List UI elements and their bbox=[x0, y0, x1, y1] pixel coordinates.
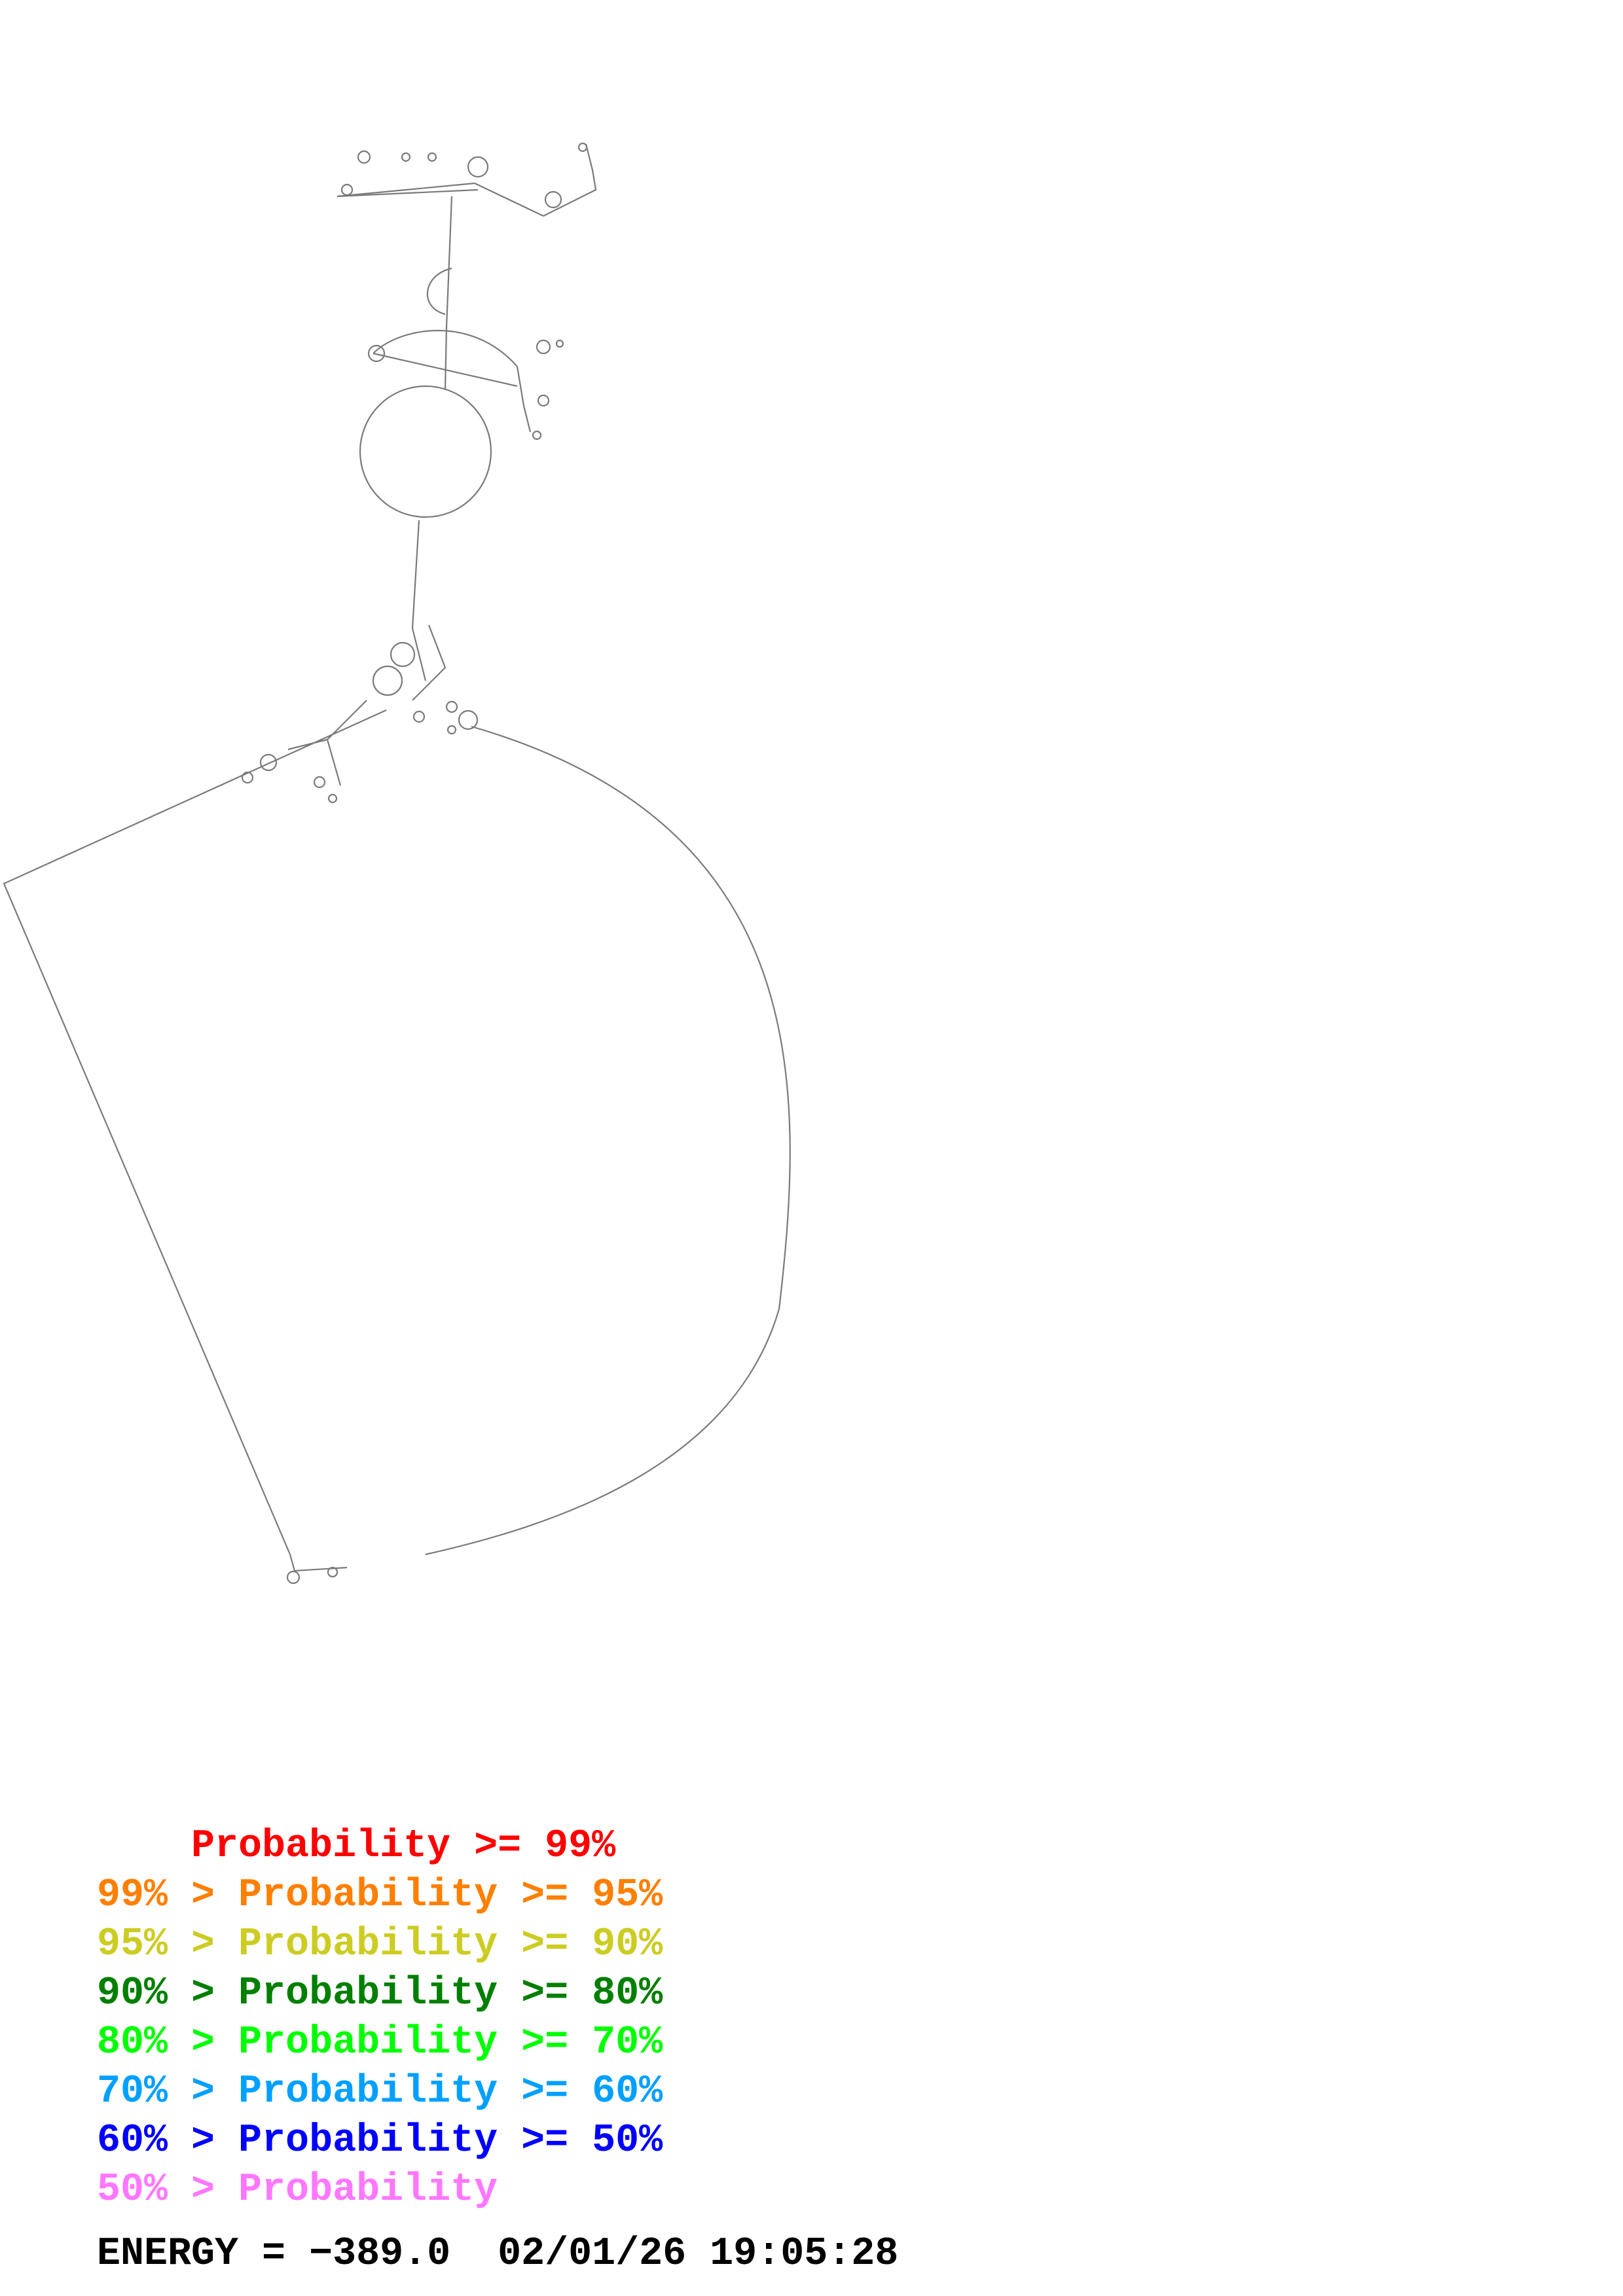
legend-label: Probability >= 80% bbox=[238, 1971, 663, 2016]
top-loop-mid-a bbox=[401, 152, 411, 162]
legend-label: Probability >= 60% bbox=[238, 2070, 663, 2114]
right-branch-loop-c bbox=[532, 430, 542, 440]
legend-prefix: 90% > bbox=[97, 1971, 239, 2016]
top-bar-left-lower bbox=[337, 188, 479, 198]
right-branch-loop-d bbox=[555, 339, 564, 348]
lower-right-loop-c bbox=[412, 710, 426, 723]
energy-value: −389.0 bbox=[309, 2232, 451, 2276]
lower-right-loop-b bbox=[445, 700, 458, 713]
top-bar-right bbox=[474, 183, 544, 217]
legend-row: Probability >= 99% bbox=[97, 1822, 663, 1871]
legend-label: Probability >= 70% bbox=[238, 2020, 663, 2065]
energy-label: ENERGY = bbox=[97, 2232, 310, 2276]
top-bar-left bbox=[337, 182, 475, 198]
lower-junction-line-3 bbox=[326, 739, 342, 786]
top-arm-right bbox=[543, 143, 597, 217]
tail-loop bbox=[286, 1570, 301, 1585]
lower-left-loop-b bbox=[241, 771, 254, 784]
central-helix-top bbox=[444, 196, 453, 390]
legend-row: 95% > Probability >= 90% bbox=[97, 1920, 663, 1969]
lower-left-loop-a bbox=[259, 753, 278, 772]
lower-loop-a bbox=[390, 641, 416, 668]
mid-bubble bbox=[426, 267, 452, 315]
legend-row: 70% > Probability >= 60% bbox=[97, 2068, 663, 2117]
top-loop-right-a bbox=[577, 142, 588, 152]
legend-prefix: 95% > bbox=[97, 1922, 239, 1967]
right-branch bbox=[516, 366, 532, 433]
top-loop-mid-b bbox=[427, 152, 437, 162]
backbone-left-line bbox=[3, 709, 387, 1555]
top-loop-left-b bbox=[340, 183, 354, 196]
energy-timestamp: 02/01/26 19:05:28 bbox=[498, 2232, 899, 2276]
legend-label: Probability >= 95% bbox=[238, 1873, 663, 1918]
tail-stem bbox=[289, 1554, 348, 1572]
backbone-right-arc bbox=[425, 725, 791, 1556]
lower-junction-line bbox=[412, 624, 447, 701]
probability-legend: Probability >= 99% 99% > Probability >= 9… bbox=[97, 1822, 663, 2215]
upper-arc bbox=[373, 330, 518, 367]
energy-readout: ENERGY = −389.0 02/01/26 19:05:28 bbox=[97, 2232, 898, 2276]
energy-spacer bbox=[450, 2232, 498, 2276]
legend-row: 50% > Probability bbox=[97, 2166, 663, 2215]
legend-prefix: 70% > bbox=[97, 2070, 239, 2114]
right-branch-loop-a bbox=[536, 339, 551, 355]
legend-prefix: 80% > bbox=[97, 2020, 239, 2065]
legend-prefix bbox=[97, 1824, 191, 1869]
central-helix bbox=[411, 520, 427, 681]
lower-right-loop-a bbox=[458, 709, 479, 730]
top-loop-center bbox=[467, 156, 489, 178]
upper-loop-left bbox=[367, 344, 386, 363]
legend-row: 99% > Probability >= 95% bbox=[97, 1871, 663, 1920]
tail-loop-small bbox=[327, 1566, 338, 1578]
legend-prefix: 60% > bbox=[97, 2119, 239, 2163]
upper-arc-link bbox=[373, 352, 518, 387]
legend-prefix: 50% > bbox=[97, 2168, 239, 2212]
large-multiloop bbox=[359, 385, 492, 518]
lower-left-loop-d bbox=[327, 793, 338, 804]
right-branch-loop-b bbox=[537, 394, 550, 407]
legend-label: Probability bbox=[238, 2168, 498, 2212]
lower-left-loop-c bbox=[313, 776, 326, 789]
legend-label: Probability >= 99% bbox=[191, 1824, 616, 1869]
legend-label: Probability >= 90% bbox=[238, 1922, 663, 1967]
lower-right-loop-d bbox=[447, 725, 457, 735]
lower-loop-b bbox=[372, 665, 403, 696]
legend-row: 90% > Probability >= 80% bbox=[97, 1969, 663, 2018]
top-loop-right bbox=[544, 190, 562, 209]
rna-secondary-structure-diagram bbox=[3, 142, 791, 1585]
top-loop-left-a bbox=[357, 150, 371, 164]
legend-row: 60% > Probability >= 50% bbox=[97, 2117, 663, 2166]
legend-label: Probability >= 50% bbox=[238, 2119, 663, 2163]
legend-prefix: 99% > bbox=[97, 1873, 239, 1918]
legend-row: 80% > Probability >= 70% bbox=[97, 2018, 663, 2068]
